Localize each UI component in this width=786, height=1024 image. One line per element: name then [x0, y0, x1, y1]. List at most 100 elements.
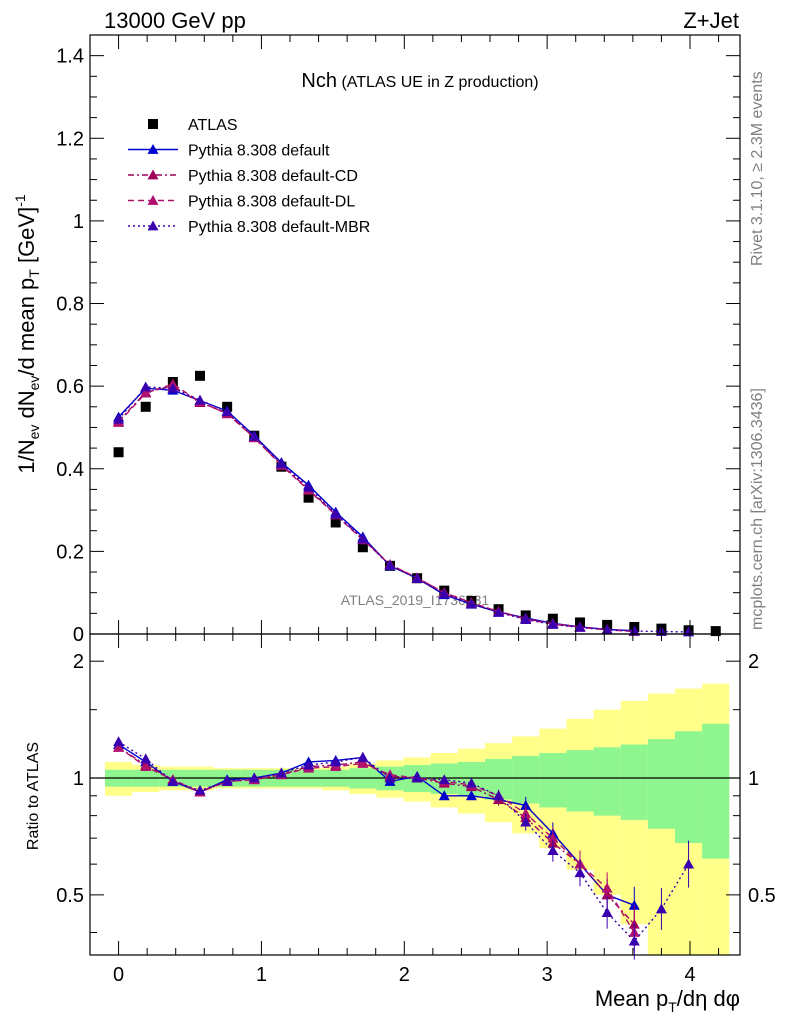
main-series-marker [248, 431, 260, 441]
main-series-marker [275, 458, 287, 469]
ratio-series-marker [438, 790, 450, 801]
main-series-marker [113, 413, 125, 424]
ratio-ytick-label-left: 2 [73, 651, 84, 673]
legend-label: Pythia 8.308 default-DL [188, 194, 355, 211]
band-inner-segment [702, 723, 730, 859]
ratio-series-marker [574, 867, 586, 878]
rivet-label: Rivet 3.1.10, ≥ 2.3M events [749, 71, 766, 266]
main-series-marker [221, 406, 233, 417]
ratio-series-line [118, 746, 635, 933]
ratio-series-marker [493, 790, 505, 801]
ratio-series-marker [547, 832, 559, 843]
band-inner-segment [620, 744, 648, 820]
main-series-marker [194, 394, 206, 405]
ratio-ylabel: Ratio to ATLAS [25, 742, 42, 850]
main-title-sub: (ATLAS UE in Z production) [341, 74, 538, 91]
band-inner-segment [539, 753, 567, 808]
main-series-marker [493, 607, 505, 617]
legend-label: Pythia 8.308 default-CD [188, 168, 358, 185]
band-inner-segment [566, 750, 594, 812]
xaxis-label: Mean pT/dη dφ [595, 986, 740, 1015]
ratio-series-marker [330, 756, 342, 767]
main-ytick-label: 0.4 [56, 459, 84, 481]
legend-marker [147, 195, 159, 205]
main-ytick-label: 1.4 [56, 46, 84, 68]
ratio-series-marker [628, 899, 640, 910]
main-series-marker [140, 381, 152, 392]
main-series-marker [140, 387, 152, 398]
ratio-uncertainty-bands [90, 683, 740, 955]
ratio-series-marker [275, 767, 287, 778]
ratio-ytick-label-right: 2 [748, 651, 759, 673]
atlas-data-point [710, 626, 721, 637]
legend-label: ATLAS [188, 117, 238, 134]
atlas-data-point [113, 447, 124, 458]
main-series-marker [357, 533, 369, 544]
plot-frames [89, 34, 741, 956]
ratio-series-marker [140, 761, 152, 772]
ratio-series-marker [547, 845, 559, 856]
ratio-series-marker [601, 882, 613, 893]
main-series-marker [303, 481, 315, 492]
main-series-marker [574, 621, 586, 632]
main-series-marker [465, 598, 477, 609]
atlas-data-point [303, 492, 314, 503]
ratio-series-line [118, 741, 690, 943]
atlas-data-point [330, 517, 341, 528]
main-series-marker [438, 588, 450, 599]
axis-ticks: 0 0.2 0.4 0.6 0.8 1 1.2 1.4 0.5 0.5 1 1 2 2 0 1 2 3 4 [56, 35, 776, 986]
ratio-series-marker [194, 784, 206, 795]
atlas-data-point [140, 401, 151, 412]
main-series-marker [547, 618, 559, 629]
ratio-series-marker [140, 753, 152, 764]
xtick-label: 3 [542, 964, 553, 986]
legend-label: Pythia 8.308 default-MBR [188, 219, 370, 236]
legend-marker [147, 220, 159, 231]
band-inner-segment [675, 731, 703, 844]
ratio-plot-series [113, 736, 695, 960]
band-inner-segment [512, 755, 540, 804]
main-series-marker [167, 382, 179, 393]
band-inner-segment [647, 739, 675, 829]
ratio-series-marker [628, 935, 640, 946]
atlas-data-point [195, 370, 205, 381]
ratio-ytick-label-right: 1 [748, 768, 759, 790]
ratio-series-marker [167, 775, 179, 786]
main-ylabel: 1/Nev dNev/d mean pT [GeV]-1 [12, 194, 42, 474]
main-title-main: Nch [301, 70, 337, 92]
ratio-series-marker [465, 790, 477, 801]
ratio-series-marker [357, 751, 369, 762]
main-ytick-label: 1.2 [56, 128, 84, 150]
ratio-plot-frame [89, 633, 741, 956]
ratio-series-marker [113, 741, 125, 752]
ratio-series-marker [357, 758, 369, 768]
main-series-marker [628, 625, 640, 636]
energy-label: 13000 GeV pp [104, 8, 246, 33]
ratio-series-marker [683, 858, 695, 869]
ratio-series-marker [303, 759, 315, 770]
xtick-label: 4 [684, 964, 695, 986]
ratio-ytick-label-right: 0.5 [748, 885, 776, 907]
ratio-series-marker [384, 772, 396, 783]
ratio-series-marker [520, 808, 532, 818]
legend-marker [147, 169, 159, 180]
main-ytick-label: 0.2 [56, 541, 84, 563]
main-ytick-label: 1 [73, 211, 84, 233]
xtick-label: 1 [256, 964, 267, 986]
main-ytick-label: 0.6 [56, 376, 84, 398]
band-inner-segment [593, 747, 621, 816]
main-series-marker [330, 508, 342, 519]
atlas-data-point [357, 542, 368, 553]
xtick-label: 0 [113, 964, 124, 986]
ratio-series-marker [411, 772, 423, 783]
ratio-series-marker [221, 775, 233, 786]
process-label: Z+Jet [683, 8, 739, 33]
main-ytick-label: 0 [73, 624, 84, 646]
ratio-series-marker [601, 907, 613, 918]
xtick-label: 2 [399, 964, 410, 986]
main-title: Nch (ATLAS UE in Z production) [301, 70, 538, 92]
legend-marker [147, 144, 159, 154]
main-plot-series [113, 370, 721, 637]
legend-label: Pythia 8.308 default [188, 143, 330, 160]
